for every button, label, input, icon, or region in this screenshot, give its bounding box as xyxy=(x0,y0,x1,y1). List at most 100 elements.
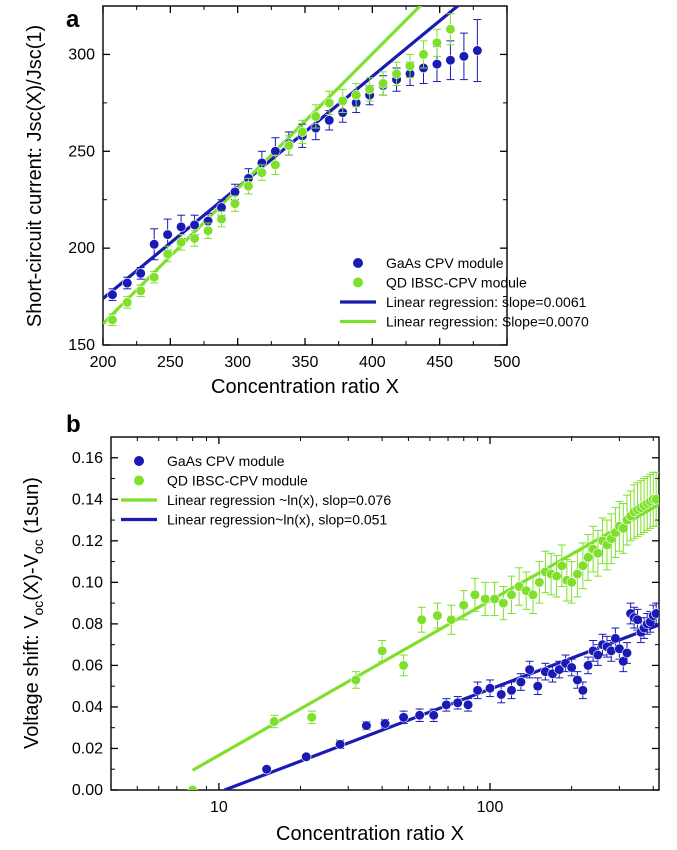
y-tick-label: 200 xyxy=(68,240,95,257)
y-tick-label: 0.14 xyxy=(72,491,103,508)
data-point xyxy=(582,552,594,563)
y-tick-label: 150 xyxy=(68,337,95,354)
data-point xyxy=(577,560,588,571)
panel-b-plot-frame xyxy=(110,436,660,791)
plot-area xyxy=(187,471,659,790)
data-point xyxy=(458,51,470,62)
ylabel-part-3: (1sun) xyxy=(21,477,43,539)
data-point xyxy=(306,712,317,723)
x-tick-label: 300 xyxy=(224,354,251,371)
data-point xyxy=(324,97,335,108)
data-point xyxy=(135,268,146,279)
y-tick-label: 0.08 xyxy=(72,616,103,633)
x-tick-label: 500 xyxy=(494,354,521,371)
panel-a-x-axis-title: Concentration ratio X xyxy=(211,376,399,398)
legend-label: GaAs CPV module xyxy=(386,255,504,271)
data-point xyxy=(216,213,227,225)
panel-a-legend: GaAs CPV module QD IBSC-CPV module Linear … xyxy=(340,255,589,330)
data-point xyxy=(310,111,321,122)
data-point xyxy=(577,685,588,696)
data-point xyxy=(404,60,416,72)
data-point xyxy=(556,560,567,571)
plot-area xyxy=(103,6,483,327)
legend-marker-swatch xyxy=(134,456,144,466)
data-point xyxy=(391,68,402,79)
data-point xyxy=(489,593,500,605)
data-point xyxy=(135,285,146,296)
data-point xyxy=(301,751,312,762)
data-point xyxy=(462,699,474,710)
data-point xyxy=(527,589,539,600)
data-point xyxy=(122,297,133,308)
legend-marker-swatch xyxy=(134,475,144,486)
ylabel-sub-2: oc xyxy=(30,539,46,554)
data-point xyxy=(592,548,604,559)
panel-b-legend: GaAs CPV module QD IBSC-CPV module Linear … xyxy=(121,453,391,528)
data-point xyxy=(572,674,583,686)
panel-b-ticks: 10 100 0.00 0.02 0.04 0.06 0.08 0.10 0.12 0.14 0.1… xyxy=(72,437,659,816)
data-point xyxy=(187,784,198,790)
data-point xyxy=(398,660,409,671)
data-point xyxy=(176,221,187,232)
data-point xyxy=(243,181,254,192)
data-point xyxy=(351,90,362,101)
data-point xyxy=(431,59,443,70)
data-point xyxy=(283,140,294,151)
y-tick-label: 0.10 xyxy=(72,574,103,591)
data-point xyxy=(431,37,443,48)
y-tick-label: 0.16 xyxy=(72,450,103,467)
data-point xyxy=(566,662,577,673)
data-point xyxy=(337,95,348,107)
data-point xyxy=(532,681,543,692)
x-tick-label: 450 xyxy=(426,354,453,371)
legend-label: QD IBSC-CPV module xyxy=(386,275,527,291)
data-point xyxy=(441,699,452,710)
data-point xyxy=(202,225,214,236)
legend-label: Linear regression~ln(x), slop=0.051 xyxy=(167,512,387,528)
data-point xyxy=(472,45,483,56)
data-point xyxy=(432,610,443,621)
data-point xyxy=(162,248,173,260)
data-point xyxy=(414,710,425,721)
data-point xyxy=(335,739,346,750)
data-point xyxy=(149,239,160,250)
data-point xyxy=(189,233,200,244)
data-point xyxy=(506,589,517,600)
regression-line xyxy=(191,503,659,772)
data-point xyxy=(378,78,389,89)
y-tick-label: 250 xyxy=(68,143,95,160)
panel-b: b 10 100 0.00 0.02 0.04 0.06 0.08 0.10 0.12 0.14 0… xyxy=(21,411,660,845)
data-point xyxy=(524,664,535,675)
data-point xyxy=(498,598,509,609)
data-point xyxy=(534,577,545,588)
data-point xyxy=(149,272,160,283)
data-point xyxy=(445,24,456,35)
data-point xyxy=(216,202,227,213)
legend-label: Linear regression: Slope=0.0070 xyxy=(386,314,589,330)
data-point xyxy=(398,712,409,723)
data-point xyxy=(107,314,118,325)
data-point xyxy=(229,198,241,209)
legend-label: GaAs CPV module xyxy=(167,453,285,469)
legend-label: Linear regression: slope=0.0061 xyxy=(386,294,587,310)
data-point xyxy=(350,674,361,686)
data-point xyxy=(618,523,629,534)
y-tick-label: 0.12 xyxy=(72,533,103,550)
y-tick-label: 0.04 xyxy=(72,699,103,716)
regression-line xyxy=(224,623,659,790)
x-tick-label: 10 xyxy=(210,799,228,816)
legend-label: Linear regression ~ln(x), slop=0.076 xyxy=(167,492,391,508)
y-tick-label: 0.06 xyxy=(72,657,103,674)
panel-a-data xyxy=(103,6,483,327)
data-point xyxy=(428,710,439,721)
x-tick-label: 400 xyxy=(359,354,386,371)
data-point xyxy=(162,229,173,240)
data-point xyxy=(297,126,308,138)
data-point xyxy=(261,764,272,775)
ylabel-part-2: (X)-V xyxy=(21,553,43,600)
data-point xyxy=(572,568,583,580)
x-tick-label: 250 xyxy=(157,354,184,371)
data-point xyxy=(472,685,483,696)
y-tick-label: 0.02 xyxy=(72,740,103,757)
